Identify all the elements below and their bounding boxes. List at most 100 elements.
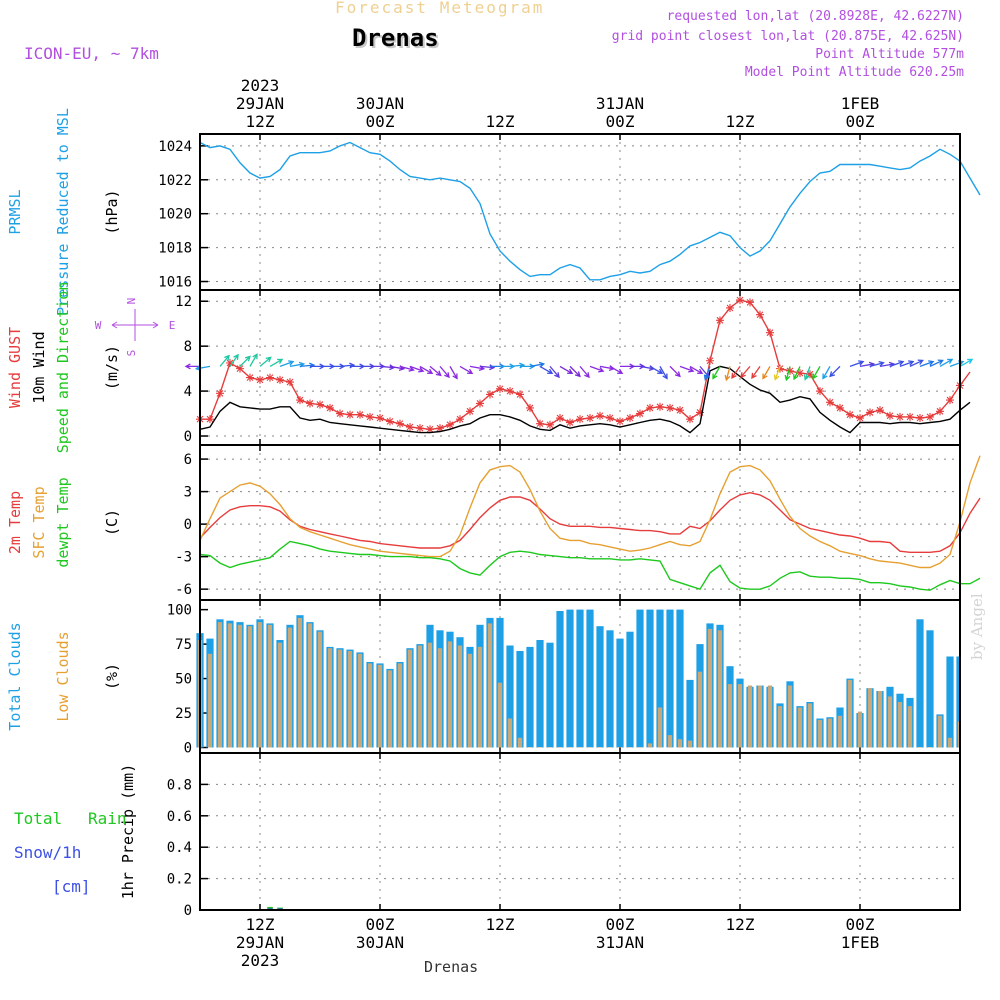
bar-total-clouds	[636, 609, 644, 748]
gust-marker	[656, 402, 664, 411]
top-time-label: 00Z	[606, 112, 635, 131]
gust-marker	[326, 403, 334, 412]
wind-direction-arrow	[812, 366, 821, 380]
gust-marker	[526, 403, 534, 412]
y-tick-label: 1024	[158, 139, 192, 155]
gust-marker	[536, 419, 544, 428]
bottom-time-label: 12Z	[726, 915, 755, 934]
bar-low-clouds	[467, 653, 473, 748]
bar-low-clouds	[807, 703, 813, 748]
gust-marker	[626, 414, 634, 423]
footer-station-name: Drenas	[424, 958, 479, 976]
bar-low-clouds	[257, 622, 263, 748]
compass-west-label: W	[95, 319, 102, 332]
y-axis-label: Speed and Direction	[54, 282, 72, 454]
y-axis-label: Pressure Reduced to MSL	[54, 108, 72, 316]
bottom-time-label: 31JAN	[596, 933, 644, 952]
bottom-time-label: 00Z	[366, 915, 395, 934]
bar-low-clouds	[927, 747, 933, 748]
y-tick-label: 1016	[158, 275, 192, 291]
model-point-altitude: Model Point Altitude 620.25m	[744, 65, 964, 80]
wind-direction-arrow	[539, 365, 554, 375]
wind-direction-arrow	[740, 365, 751, 379]
panel-frame	[199, 133, 961, 291]
wind-direction-arrow	[803, 366, 811, 381]
y-tick-label: 1018	[158, 241, 192, 257]
gust-marker	[546, 420, 554, 429]
top-time-label: 29JAN	[236, 94, 284, 113]
bar-low-clouds	[237, 624, 243, 748]
bar-total-clouds	[656, 609, 664, 748]
wind-direction-arrow	[459, 365, 474, 375]
y-tick-label: 0.4	[167, 840, 192, 856]
gust-marker	[576, 415, 584, 424]
y-axis-label: Total Clouds	[6, 622, 24, 730]
wind-direction-arrow	[669, 365, 681, 378]
gust-marker	[936, 407, 944, 416]
gust-marker	[736, 296, 744, 305]
bar-total-clouds	[536, 640, 544, 748]
bar-total-clouds	[516, 651, 524, 748]
wind-direction-arrow	[609, 365, 624, 375]
bar-low-clouds	[737, 684, 743, 748]
bar-total-clouds	[916, 619, 924, 748]
y-axis-label: 10m Wind	[30, 331, 48, 403]
gust-marker	[676, 406, 684, 415]
gust-marker	[716, 316, 724, 325]
gust-marker	[746, 298, 754, 307]
bar-low-clouds	[907, 706, 913, 748]
bar-low-clouds	[517, 737, 523, 748]
bottom-time-label: 00Z	[846, 915, 875, 934]
bar-low-clouds	[957, 721, 960, 748]
gust-marker	[216, 389, 224, 398]
gust-marker	[696, 408, 704, 417]
bar-low-clouds	[837, 715, 843, 748]
top-time-label: 31JAN	[596, 94, 644, 113]
wind-direction-arrow	[269, 358, 284, 367]
bar-low-clouds	[887, 696, 893, 748]
wind-direction-arrow	[589, 365, 605, 373]
wind-direction-arrow	[239, 355, 251, 367]
gust-marker	[386, 417, 394, 426]
bar-low-clouds	[397, 663, 403, 748]
chart-title: Forecast Meteogram	[335, 0, 545, 17]
y-tick-label: 0	[184, 740, 192, 756]
top-time-label: 00Z	[366, 112, 395, 131]
gust-marker	[816, 387, 824, 396]
y-tick-label: 1020	[158, 207, 192, 223]
bar-low-clouds	[847, 679, 853, 748]
panel-clouds: 0 25 50 75 100 Total Clouds Low Clouds (%)	[6, 599, 961, 756]
wind-direction-arrow	[579, 365, 590, 379]
bar-low-clouds	[657, 707, 663, 748]
model-label: ICON-EU, ~ 7km	[24, 44, 159, 63]
top-time-label: 12Z	[726, 112, 755, 131]
wind-direction-arrow	[399, 365, 415, 372]
wind-direction-arrow	[419, 365, 434, 375]
series-line-dewpt-temp	[199, 540, 981, 591]
gust-marker	[446, 420, 454, 429]
gust-marker	[396, 419, 404, 428]
bar-total-clouds	[676, 609, 684, 748]
y-axis-label: (m/s)	[103, 345, 121, 390]
gust-marker	[356, 410, 364, 419]
gust-marker	[866, 408, 874, 417]
top-time-label: 00Z	[846, 112, 875, 131]
gust-marker	[406, 423, 414, 432]
bar-low-clouds	[367, 663, 373, 748]
bar-low-clouds	[557, 747, 563, 748]
bar-low-clouds	[797, 707, 803, 748]
y-tick-label: 0	[184, 517, 192, 533]
bar-low-clouds	[317, 631, 323, 748]
gust-marker	[596, 411, 604, 420]
gust-marker	[786, 366, 794, 375]
bar-low-clouds	[587, 747, 593, 748]
y-axis-label: 1hr Precip (mm)	[119, 764, 137, 899]
bar-low-clouds	[327, 648, 333, 748]
gust-marker	[496, 384, 504, 393]
gust-marker	[466, 407, 474, 416]
gust-marker	[916, 414, 924, 423]
bar-low-clouds	[857, 711, 863, 748]
gust-marker	[616, 417, 624, 426]
gust-marker	[226, 359, 234, 368]
